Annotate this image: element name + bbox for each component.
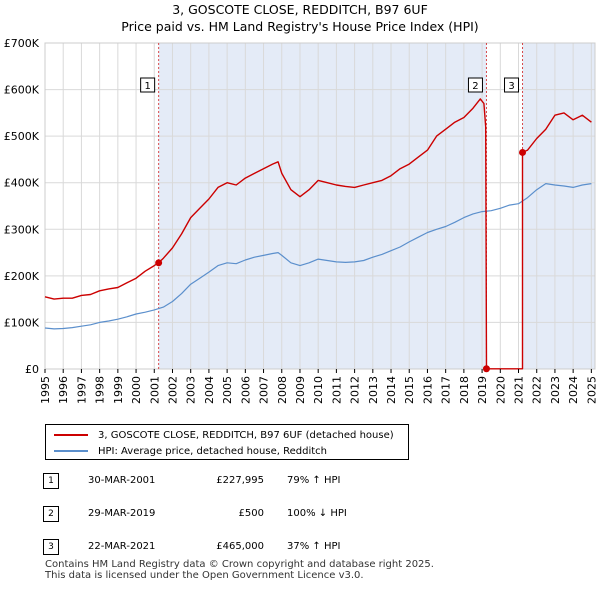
x-tick-label: 2006 [239,376,252,404]
legend-label-hpi: HPI: Average price, detached house, Redd… [98,445,327,457]
x-tick-label: 2015 [403,376,416,404]
y-tick-label: £300K [4,223,40,236]
x-tick-label: 2014 [385,376,398,404]
sale-points [155,148,527,373]
x-tick-label: 1998 [94,376,107,404]
sale-number-badge: 1 [43,473,59,489]
legend-swatch-hpi [54,450,88,452]
x-tick-label: 2002 [166,376,179,404]
footer-attribution: Contains HM Land Registry data © Crown c… [45,559,434,581]
series-line-hpi [44,183,592,330]
chart-title-line2: Price paid vs. HM Land Registry's House … [121,19,479,34]
sale-date: 30-MAR-2001 [88,475,156,486]
chart-gridlines [44,42,595,370]
y-tick-label: £100K [4,316,40,329]
x-tick-label: 2024 [567,376,580,404]
x-tick-label: 1999 [112,376,125,404]
sale-number-badge: 3 [43,539,59,555]
chart-title: 3, GOSCOTE CLOSE, REDDITCH, B97 6UF Pric… [0,1,600,35]
x-tick-label: 2018 [458,376,471,404]
x-tick-label: 2017 [440,376,453,404]
sale-row: 3 22-MAR-2021 £465,000 37% ↑ HPI [0,537,600,557]
y-tick-label: £400K [4,177,40,190]
sale-price: £227,995 [216,475,264,486]
price-chart: 1 2 3 £0 £100K £200K £300K £400K £500K £600K £700… [4,37,599,404]
legend-item-hpi: HPI: Average price, detached house, Redd… [54,443,327,459]
sale-date: 22-MAR-2021 [88,541,156,552]
shaded-ownership-periods [158,43,595,369]
y-tick-label: £200K [4,270,40,283]
footer-line1: Contains HM Land Registry data © Crown c… [45,559,434,570]
x-tick-label: 2021 [513,376,526,404]
chart-title-line1: 3, GOSCOTE CLOSE, REDDITCH, B97 6UF [172,2,428,17]
sale-number-badge: 2 [43,506,59,522]
legend-swatch-property [54,434,88,436]
x-tick-label: 1995 [39,376,52,404]
shaded-range [522,43,595,369]
x-tick-label: 2005 [221,376,234,404]
sale-price: £465,000 [216,541,264,552]
x-tick-label: 2022 [531,376,544,404]
x-tick-label: 2008 [276,376,289,404]
sale-marker-labels: 1 2 3 [140,77,520,93]
sale-point [519,148,527,156]
sale-hpi-change: 79% ↑ HPI [287,475,341,486]
x-tick-label: 2001 [148,376,161,404]
x-tick-label: 2011 [330,376,343,404]
x-tick-label: 2020 [494,376,507,404]
sale-row: 1 30-MAR-2001 £227,995 79% ↑ HPI [0,471,600,491]
y-tick-label: £500K [4,130,40,143]
x-tick-label: 2003 [185,376,198,404]
x-axis-ticks: 1995 1996 1997 1998 1999 2000 2001 2002 2003 2004… [39,369,598,404]
sale-marker-box [467,77,483,93]
x-tick-label: 2023 [549,376,562,404]
plot-area [44,42,596,370]
sale-hpi-change: 100% ↓ HPI [287,508,347,519]
y-axis-ticks: £0 £100K £200K £300K £400K £500K £600K £700K [4,37,40,376]
sale-marker-label: 3 [508,81,514,92]
sale-point [482,365,490,373]
legend: 3, GOSCOTE CLOSE, REDDITCH, B97 6UF (det… [45,424,409,460]
x-tick-label: 2004 [203,376,216,404]
chart-series [44,98,592,370]
y-tick-label: £700K [4,37,40,50]
sale-marker-box [504,77,520,93]
sale-marker-label: 2 [472,81,478,92]
x-tick-label: 2013 [367,376,380,404]
x-tick-label: 2009 [294,376,307,404]
sale-hpi-change: 37% ↑ HPI [287,541,341,552]
x-tick-label: 1996 [57,376,70,404]
sale-date: 29-MAR-2019 [88,508,156,519]
y-tick-label: £0 [25,363,39,376]
x-tick-label: 2025 [585,376,598,404]
sale-row: 2 29-MAR-2019 £500 100% ↓ HPI [0,504,600,524]
sale-marker-box [140,77,156,93]
legend-item-property: 3, GOSCOTE CLOSE, REDDITCH, B97 6UF (det… [54,427,394,443]
shaded-range [158,43,487,369]
x-tick-label: 2016 [421,376,434,404]
sale-price: £500 [238,508,264,519]
x-tick-label: 2000 [130,376,143,404]
y-tick-label: £600K [4,84,40,97]
x-tick-label: 2010 [312,376,325,404]
footer-line2: This data is licensed under the Open Gov… [45,570,364,581]
series-line-property [44,98,592,370]
sale-marker-label: 1 [144,81,150,92]
legend-label-property: 3, GOSCOTE CLOSE, REDDITCH, B97 6UF (det… [98,429,394,441]
x-tick-label: 2019 [476,376,489,404]
sale-point [155,259,163,267]
x-tick-label: 2007 [258,376,271,404]
x-tick-label: 1997 [75,376,88,404]
x-tick-label: 2012 [349,376,362,404]
